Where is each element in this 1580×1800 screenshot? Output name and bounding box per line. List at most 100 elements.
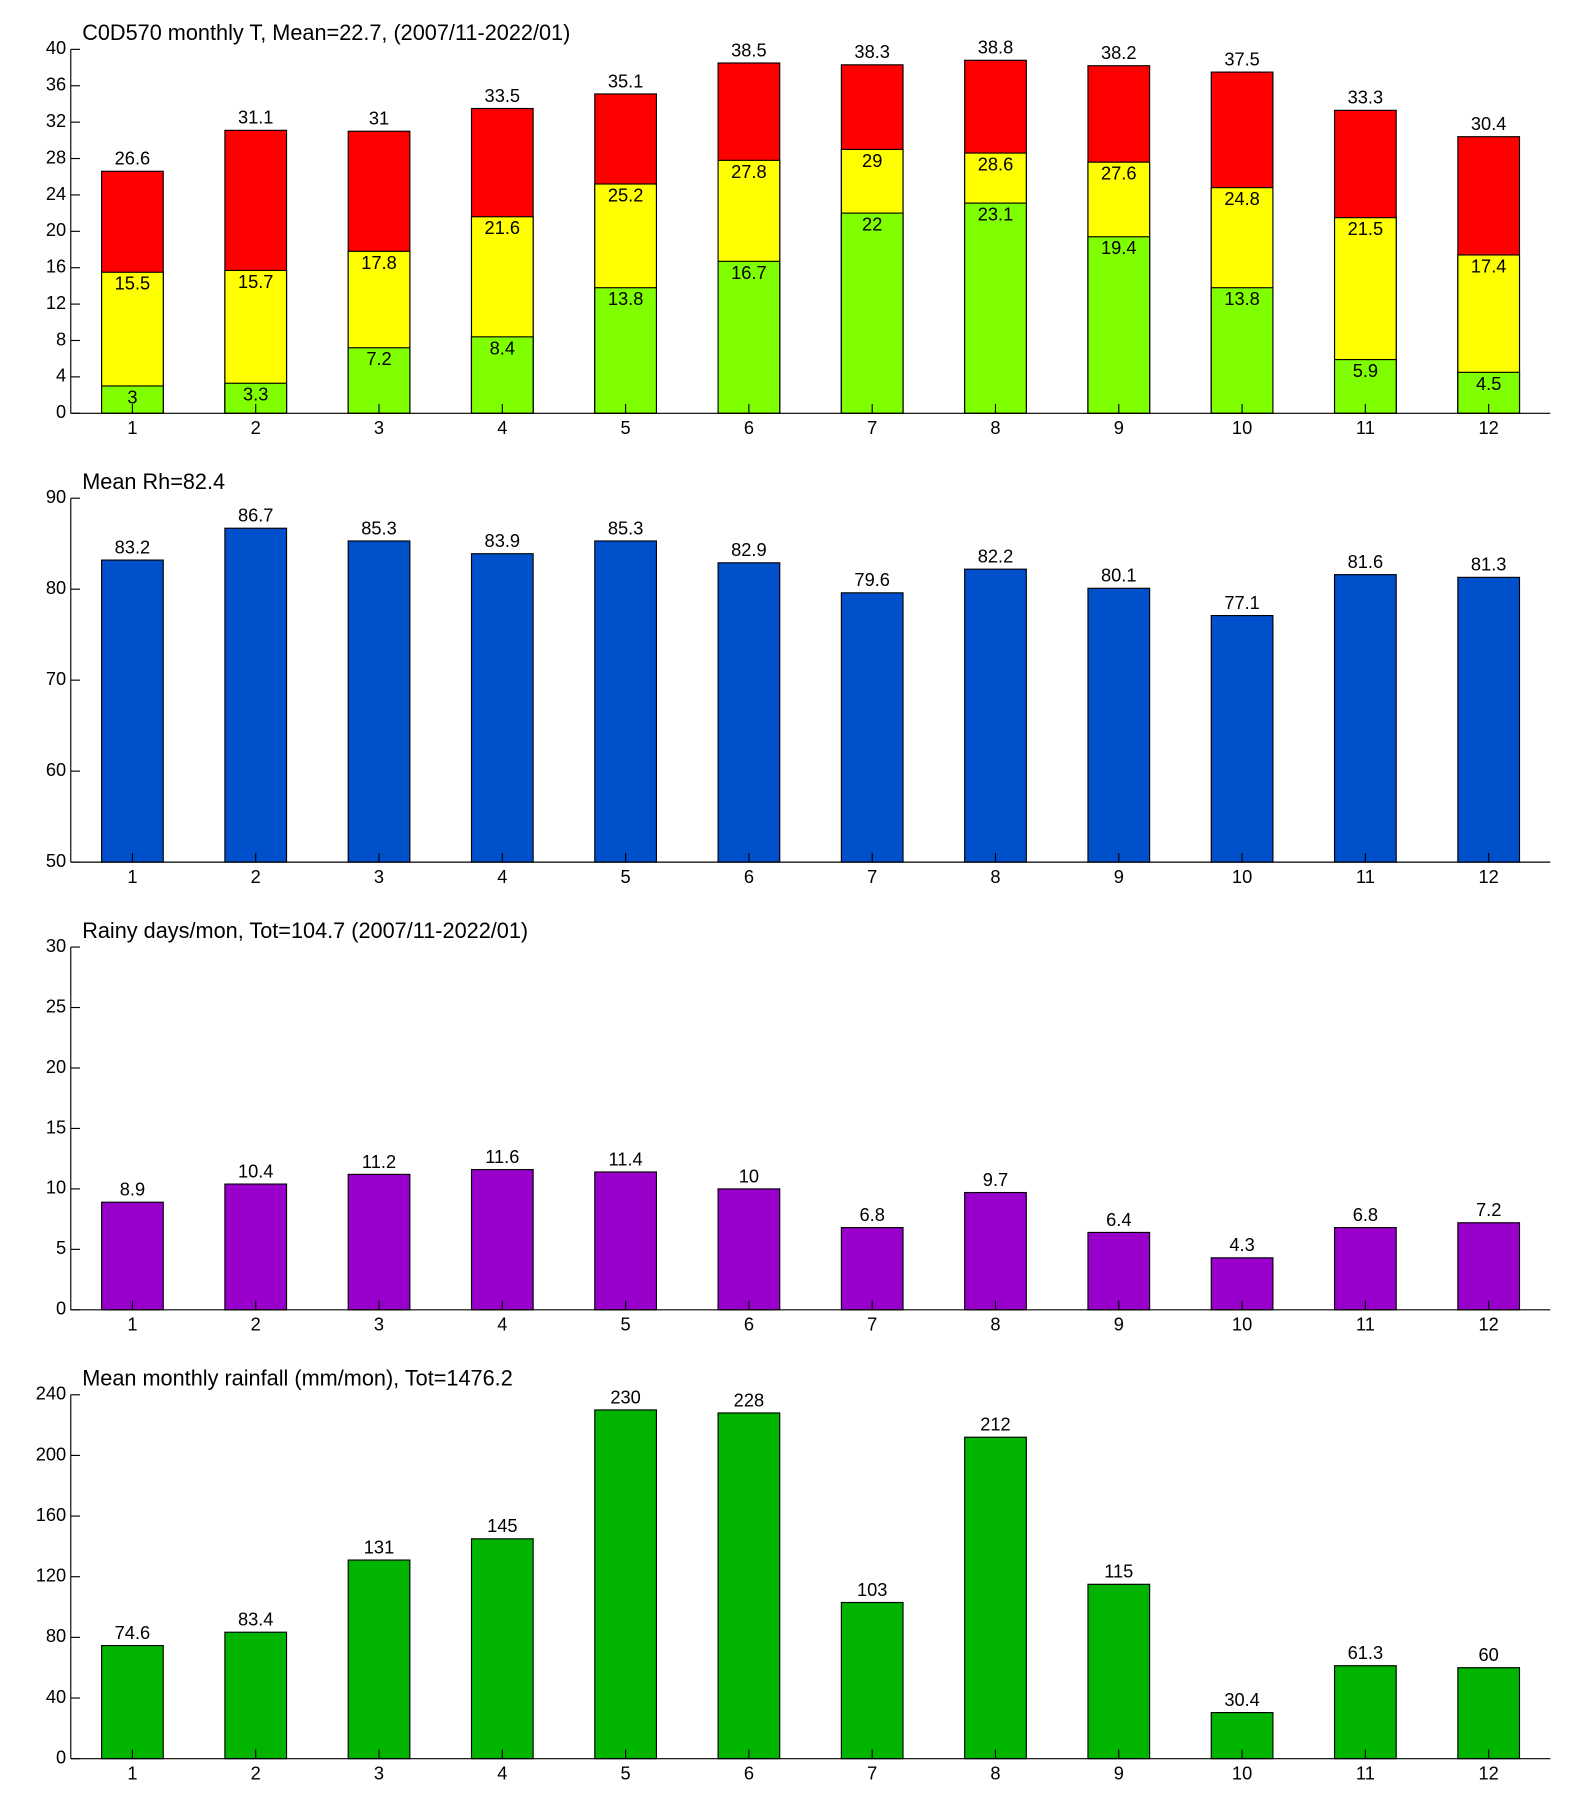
- y-tick-label: 0: [56, 401, 66, 422]
- value-label: 131: [364, 1536, 394, 1557]
- bar: [347, 540, 411, 863]
- x-tick-label: 11: [1356, 866, 1375, 887]
- x-tick-label: 4: [497, 417, 507, 438]
- y-tick-label: 15: [46, 1116, 66, 1137]
- chart-title: Mean monthly rainfall (mm/mon), Tot=1476…: [82, 1366, 513, 1391]
- value-label: 33.3: [1348, 87, 1384, 108]
- value-label: 3: [127, 386, 137, 407]
- value-label: 103: [857, 1579, 887, 1600]
- x-tick-label: 2: [251, 1314, 261, 1335]
- x-tick-label: 7: [867, 1763, 877, 1784]
- x-tick-label: 1: [127, 866, 137, 887]
- value-label: 212: [980, 1414, 1010, 1435]
- bar: [1457, 576, 1521, 863]
- value-label: 21.5: [1348, 218, 1384, 239]
- y-tick-label: 50: [46, 850, 66, 871]
- bar: [224, 1183, 288, 1311]
- x-tick-label: 10: [1232, 417, 1252, 438]
- x-tick-label: 9: [1114, 1314, 1124, 1335]
- bar: [717, 260, 781, 414]
- value-label: 4.3: [1229, 1234, 1254, 1255]
- x-tick-label: 12: [1479, 866, 1499, 887]
- x-tick-label: 6: [744, 1314, 754, 1335]
- value-label: 30.4: [1224, 1689, 1260, 1710]
- x-tick-label: 12: [1479, 417, 1499, 438]
- bar: [101, 1201, 164, 1311]
- bar: [347, 1559, 411, 1760]
- value-label: 11.6: [485, 1146, 519, 1167]
- value-label: 15.5: [115, 273, 151, 294]
- value-label: 38.2: [1101, 42, 1137, 63]
- value-label: 8.4: [490, 337, 515, 358]
- value-label: 38.3: [854, 41, 890, 62]
- x-tick-label: 1: [127, 1314, 137, 1335]
- bar: [840, 1227, 904, 1311]
- x-tick-label: 9: [1114, 1763, 1124, 1784]
- y-tick-label: 200: [36, 1443, 66, 1464]
- bar: [101, 559, 164, 863]
- bar: [964, 202, 1027, 414]
- value-label: 17.8: [361, 252, 397, 273]
- bar: [470, 336, 534, 414]
- value-label: 30.4: [1471, 113, 1507, 134]
- bar: [840, 1601, 904, 1760]
- bar: [717, 1412, 781, 1760]
- y-tick-label: 160: [36, 1504, 66, 1525]
- value-label: 35.1: [608, 70, 644, 91]
- value-label: 11.2: [362, 1151, 396, 1172]
- value-label: 83.4: [238, 1609, 274, 1630]
- value-label: 8.9: [120, 1179, 145, 1200]
- y-tick-label: 25: [46, 995, 66, 1016]
- y-tick-label: 28: [46, 146, 66, 167]
- value-label: 37.5: [1224, 48, 1260, 69]
- y-tick-label: 36: [46, 74, 66, 95]
- y-tick-label: 90: [46, 486, 66, 507]
- value-label: 27.6: [1101, 163, 1137, 184]
- y-tick-label: 32: [46, 110, 66, 131]
- value-label: 74.6: [115, 1622, 151, 1643]
- value-label: 15.7: [238, 271, 274, 292]
- value-label: 23.1: [978, 204, 1014, 225]
- value-label: 10.4: [238, 1160, 274, 1181]
- y-tick-label: 80: [46, 1625, 66, 1646]
- value-label: 13.8: [608, 288, 644, 309]
- value-label: 83.2: [115, 536, 151, 557]
- bar: [101, 1644, 164, 1760]
- chart-title: Rainy days/mon, Tot=104.7 (2007/11-2022/…: [82, 918, 528, 943]
- value-label: 38.8: [978, 37, 1014, 58]
- value-label: 6.8: [1353, 1204, 1378, 1225]
- bar: [470, 1168, 534, 1311]
- x-tick-label: 9: [1114, 866, 1124, 887]
- y-tick-label: 20: [46, 1056, 66, 1077]
- x-tick-label: 7: [867, 1314, 877, 1335]
- value-label: 5.9: [1353, 360, 1378, 381]
- value-label: 77.1: [1224, 592, 1260, 613]
- x-tick-label: 10: [1232, 1763, 1252, 1784]
- value-label: 85.3: [608, 517, 644, 538]
- x-tick-label: 5: [621, 1763, 631, 1784]
- value-label: 7.2: [1476, 1199, 1501, 1220]
- value-label: 83.9: [485, 530, 521, 551]
- value-label: 230: [610, 1386, 640, 1407]
- value-label: 31.1: [238, 107, 274, 128]
- x-tick-label: 8: [990, 417, 1000, 438]
- y-tick-label: 5: [56, 1237, 66, 1258]
- x-tick-label: 9: [1114, 417, 1124, 438]
- bar: [964, 1191, 1027, 1311]
- value-label: 27.8: [731, 161, 767, 182]
- x-tick-label: 6: [744, 417, 754, 438]
- bar: [1087, 587, 1151, 863]
- y-tick-label: 80: [46, 577, 66, 598]
- bar: [1087, 1231, 1151, 1311]
- value-label: 82.2: [978, 546, 1014, 567]
- bar: [594, 1409, 658, 1760]
- y-tick-label: 12: [46, 292, 66, 313]
- x-tick-label: 7: [867, 866, 877, 887]
- value-label: 61.3: [1348, 1642, 1384, 1663]
- value-label: 228: [734, 1389, 764, 1410]
- bar: [1457, 1222, 1521, 1311]
- value-label: 22: [862, 214, 882, 235]
- x-tick-label: 6: [744, 866, 754, 887]
- y-tick-label: 40: [46, 1686, 66, 1707]
